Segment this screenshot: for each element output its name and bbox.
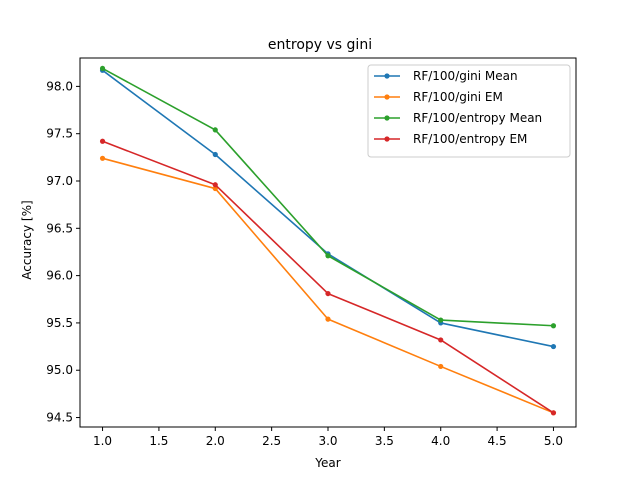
- x-tick-label: 3.0: [318, 434, 337, 448]
- y-tick-label: 96.5: [46, 221, 73, 235]
- legend-label: RF/100/entropy Mean: [413, 111, 542, 125]
- x-axis-label: Year: [314, 456, 340, 470]
- y-tick-label: 95.5: [46, 316, 73, 330]
- data-point: [99, 138, 106, 144]
- x-tick-label: 4.5: [488, 434, 507, 448]
- chart-title: entropy vs gini: [268, 37, 372, 53]
- data-point: [438, 363, 444, 370]
- x-tick-label: 2.5: [262, 434, 281, 448]
- x-tick-label: 1.5: [149, 434, 168, 448]
- data-point: [550, 410, 557, 416]
- data-point: [212, 182, 218, 188]
- data-point: [550, 343, 557, 350]
- x-tick-label: 1.0: [93, 434, 112, 448]
- data-point: [325, 316, 331, 322]
- legend-label: RF/100/gini Mean: [413, 69, 518, 83]
- legend-label: RF/100/gini EM: [413, 90, 503, 104]
- data-point: [325, 253, 331, 259]
- data-point: [550, 323, 557, 329]
- data-point: [212, 151, 218, 158]
- legend-box: [367, 64, 571, 158]
- y-axis-ticks: 94.5 95.0 95.5 96.0 96.5 97.0 97.5 98.0: [46, 79, 80, 425]
- y-tick-label: 94.5: [46, 411, 73, 425]
- data-point: [212, 127, 218, 133]
- series-layer: [99, 65, 557, 416]
- x-tick-label: 2.0: [206, 434, 225, 448]
- y-axis-label: Accuracy [%]: [20, 200, 34, 279]
- legend-swatch-marker: [384, 115, 390, 121]
- y-tick-label: 95.0: [46, 363, 73, 377]
- data-point: [99, 65, 106, 72]
- y-tick-label: 96.0: [46, 269, 73, 283]
- legend-swatch-marker: [384, 94, 390, 100]
- x-axis-ticks: 1.0 1.5 2.0 2.5 3.0 3.5 4.0 4.5 5.0: [93, 427, 563, 448]
- x-tick-label: 4.0: [431, 434, 450, 448]
- legend-swatch-marker: [384, 136, 390, 142]
- data-point: [212, 185, 218, 192]
- legend-swatch-marker: [384, 73, 390, 79]
- data-point: [325, 290, 331, 297]
- y-tick-label: 97.0: [46, 174, 73, 188]
- y-tick-label: 97.5: [46, 127, 73, 141]
- legend: RF/100/gini Mean RF/100/gini EM RF/100/ent…: [367, 64, 571, 158]
- data-point: [438, 317, 444, 323]
- data-point: [99, 155, 106, 161]
- legend-label: RF/100/entropy EM: [413, 132, 527, 146]
- y-tick-label: 98.0: [46, 79, 73, 93]
- data-point: [438, 337, 444, 343]
- x-tick-label: 3.5: [375, 434, 394, 448]
- x-tick-label: 5.0: [544, 434, 563, 448]
